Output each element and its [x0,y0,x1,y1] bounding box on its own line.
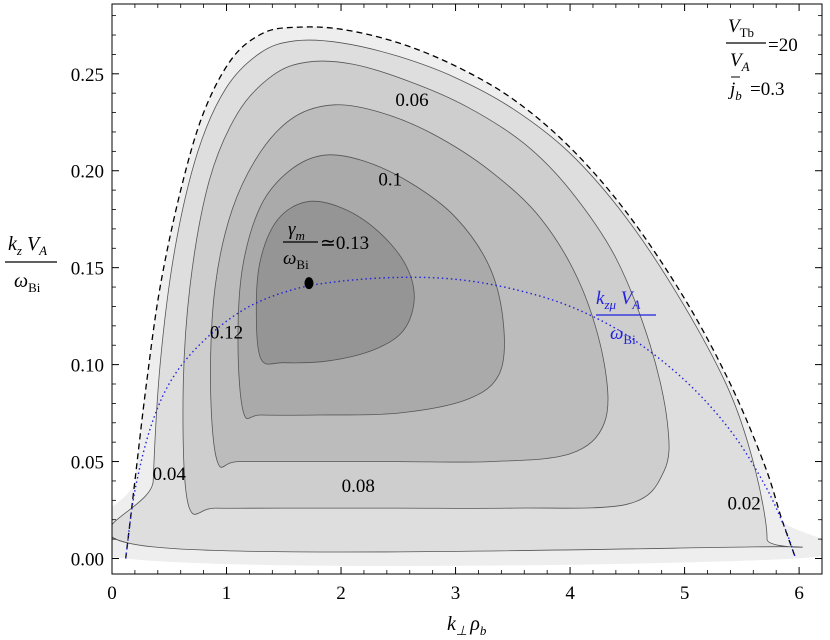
y-tick-label: 0.15 [71,259,104,280]
gamma-m-value: ≃0.13 [320,233,369,254]
jb-symbol: jb [727,79,742,103]
y-tick-label: 0.20 [71,162,104,183]
parameter-legend: VTb VA =20 jb =0.3 [726,16,798,103]
contour-label-0.08: 0.08 [342,476,375,497]
y-tick-label: 0.10 [71,356,104,377]
vtb-denominator: VA [730,50,750,74]
jb-value: =0.3 [750,79,784,100]
max-growth-kz-curve [125,276,797,559]
vtb-numerator: VTb [728,16,754,40]
x-tick-label: 3 [451,583,461,604]
kzmu-denominator: ωBi [610,323,636,347]
x-tick-label: 4 [565,583,575,604]
marginal-stability-boundary [125,26,797,559]
max-growth-point [304,277,314,290]
kzmu-numerator: kzμ VA [596,288,640,312]
gamma-m-denominator: ωBi [283,248,309,272]
x-axis-label: k⊥ ρb [447,613,487,638]
curve-annotation: kzμ VA ωBi [596,288,656,347]
contour-label-0.12: 0.12 [210,323,243,344]
ylabel-denominator: ωBi [14,270,41,295]
contour-label-0.06: 0.06 [395,90,428,111]
ylabel-numerator: kz VA [8,233,47,258]
x-tick-label: 0 [107,583,117,604]
contour-label-0.04: 0.04 [153,464,187,485]
contour-labels: 0.02 0.04 0.06 0.08 0.1 0.12 [153,90,761,514]
x-tick-label: 6 [794,583,804,604]
gamma-m-numerator: γm [288,219,305,243]
contour-regions [112,26,822,566]
x-tick-label: 1 [222,583,232,604]
x-tick-label: 5 [680,583,690,604]
y-tick-label: 0.00 [71,549,104,570]
x-tick-label: 2 [336,583,346,604]
y-tick-label: 0.05 [71,453,104,474]
axis-ticks: 0 1 2 3 4 5 6 0.00 0.05 0.10 0.15 0.20 0.25 [71,4,822,604]
y-tick-label: 0.25 [71,65,104,86]
plot-frame [111,3,823,575]
contour-label-0.02: 0.02 [728,493,761,514]
contour-label-0.1: 0.1 [378,169,402,190]
curve-layer [125,26,797,559]
vtb-value: =20 [768,35,798,56]
y-axis-label: kz VA ωBi [5,233,57,295]
max-growth-annotation: γm ωBi ≃0.13 [283,219,369,272]
